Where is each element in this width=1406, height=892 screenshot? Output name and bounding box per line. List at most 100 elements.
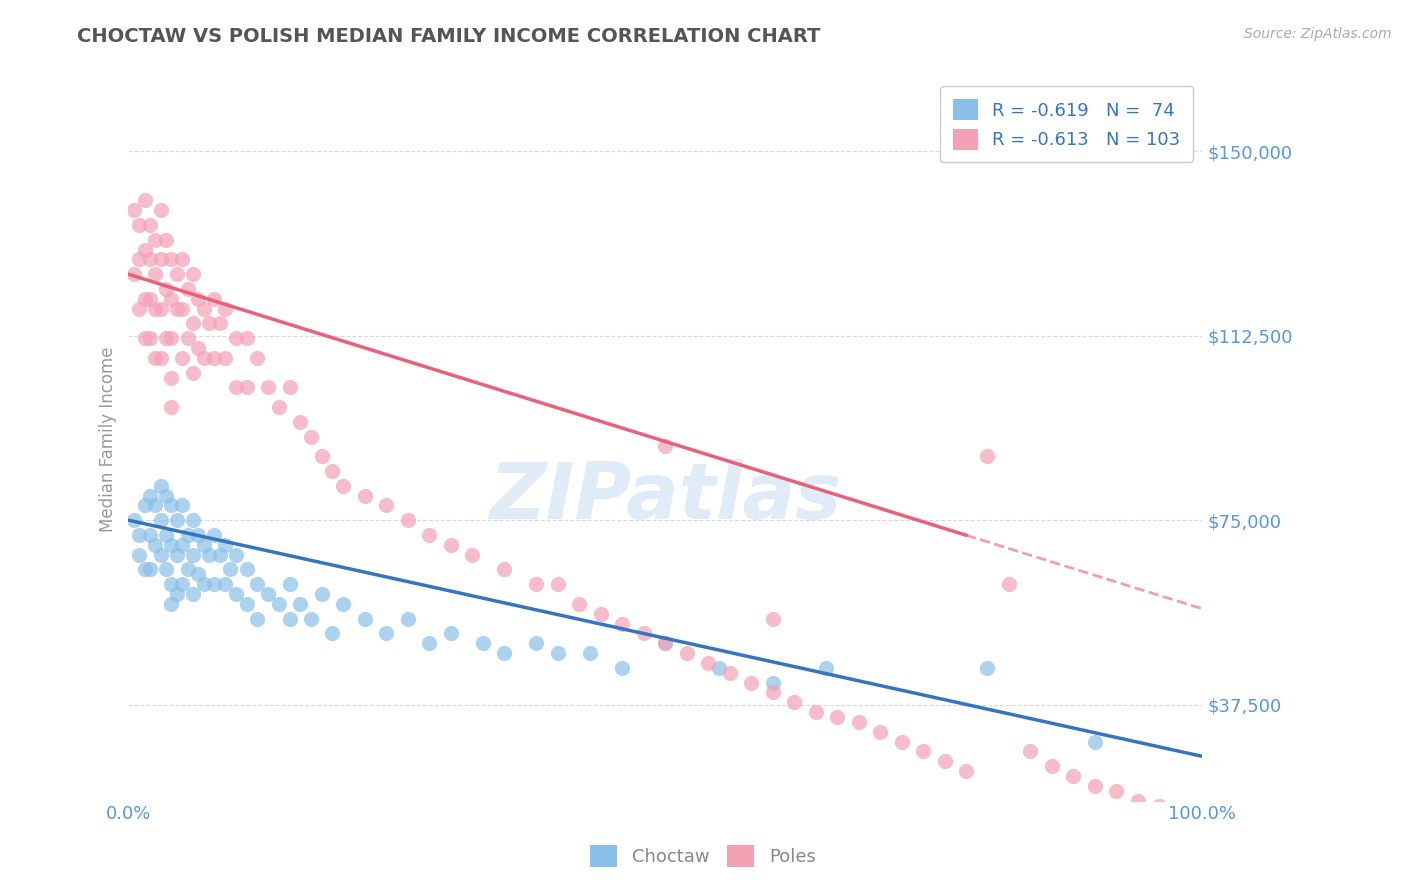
Point [869,724,891,739]
Point [225,331,247,345]
Point [143,538,166,552]
Point [494,562,516,576]
Point [208,317,231,331]
Point [998,577,1021,591]
Point [187,341,209,355]
Point [166,587,188,601]
Point [311,587,333,601]
Legend: Choctaw, Poles: Choctaw, Poles [583,838,823,874]
Point [612,661,634,675]
Point [155,282,177,296]
Point [139,252,162,267]
Point [139,292,162,306]
Point [172,538,194,552]
Point [187,528,209,542]
Point [1040,759,1063,773]
Point [321,464,343,478]
Point [149,351,172,365]
Point [155,233,177,247]
Point [172,577,194,591]
Point [155,562,177,576]
Point [235,380,257,394]
Point [762,685,785,699]
Point [187,567,209,582]
Point [1105,784,1128,798]
Point [181,587,204,601]
Point [198,548,221,562]
Point [160,400,183,414]
Point [697,656,720,670]
Point [139,218,162,232]
Point [246,351,269,365]
Point [149,203,172,218]
Point [471,636,494,650]
Point [418,528,440,542]
Point [176,562,198,576]
Point [214,538,236,552]
Point [547,646,569,660]
Point [149,479,172,493]
Point [1170,804,1192,818]
Point [181,513,204,527]
Point [172,499,194,513]
Point [160,370,183,384]
Point [139,489,162,503]
Point [848,714,870,729]
Point [128,301,150,316]
Point [128,548,150,562]
Point [214,351,236,365]
Point [160,577,183,591]
Point [278,577,301,591]
Point [804,705,827,719]
Point [149,252,172,267]
Point [762,611,785,625]
Point [1084,779,1107,793]
Point [890,734,912,748]
Point [122,203,145,218]
Point [134,243,156,257]
Point [396,611,419,625]
Point [612,616,634,631]
Point [202,292,225,306]
Point [202,528,225,542]
Point [290,597,312,611]
Text: ZIPatlas: ZIPatlas [489,458,841,535]
Point [214,301,236,316]
Point [568,597,591,611]
Point [783,695,806,709]
Point [257,587,280,601]
Point [246,611,269,625]
Point [526,577,548,591]
Point [155,489,177,503]
Point [143,301,166,316]
Point [1149,798,1171,813]
Point [654,439,676,453]
Point [654,636,676,650]
Point [278,380,301,394]
Point [139,528,162,542]
Point [235,562,257,576]
Point [214,577,236,591]
Point [396,513,419,527]
Point [160,597,183,611]
Point [149,513,172,527]
Point [815,661,838,675]
Point [246,577,269,591]
Point [332,597,354,611]
Point [934,754,956,768]
Point [225,548,247,562]
Point [290,415,312,429]
Point [134,292,156,306]
Point [149,548,172,562]
Point [176,282,198,296]
Point [139,331,162,345]
Point [122,513,145,527]
Point [193,301,215,316]
Point [353,489,375,503]
Point [160,331,183,345]
Point [235,331,257,345]
Point [181,548,204,562]
Point [589,607,612,621]
Point [955,764,977,778]
Point [1062,769,1084,783]
